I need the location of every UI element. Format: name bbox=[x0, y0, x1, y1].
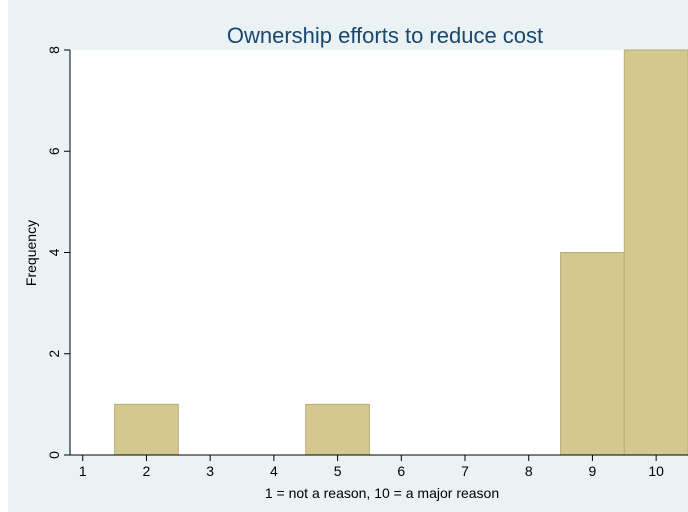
x-tick-label: 3 bbox=[206, 463, 214, 479]
x-tick-label: 9 bbox=[589, 463, 597, 479]
bar-10 bbox=[623, 49, 688, 456]
x-tick-label: 2 bbox=[143, 463, 151, 479]
x-axis-ticks: 1 2 3 4 5 6 7 8 9 10 bbox=[79, 455, 664, 479]
x-axis-label: 1 = not a reason, 10 = a major reason bbox=[265, 485, 499, 501]
y-tick-label: 0 bbox=[46, 451, 62, 459]
bars-group bbox=[114, 49, 688, 456]
x-tick-label: 5 bbox=[334, 463, 342, 479]
y-tick-label: 6 bbox=[46, 147, 62, 155]
bar-5 bbox=[305, 403, 370, 456]
y-tick-label: 2 bbox=[46, 350, 62, 358]
x-tick-label: 10 bbox=[648, 463, 664, 479]
y-tick-label: 4 bbox=[46, 248, 62, 256]
x-tick-label: 1 bbox=[79, 463, 87, 479]
x-tick-label: 7 bbox=[461, 463, 469, 479]
y-axis-ticks: 0 2 4 6 8 bbox=[46, 46, 70, 459]
x-tick-label: 6 bbox=[397, 463, 405, 479]
x-tick-label: 8 bbox=[525, 463, 533, 479]
chart-title: Ownership efforts to reduce cost bbox=[227, 23, 543, 48]
y-axis-label: Frequency bbox=[23, 220, 39, 286]
x-tick-label: 4 bbox=[270, 463, 278, 479]
bar-2 bbox=[114, 403, 179, 456]
y-tick-label: 8 bbox=[46, 46, 62, 54]
bar-9 bbox=[560, 252, 625, 456]
